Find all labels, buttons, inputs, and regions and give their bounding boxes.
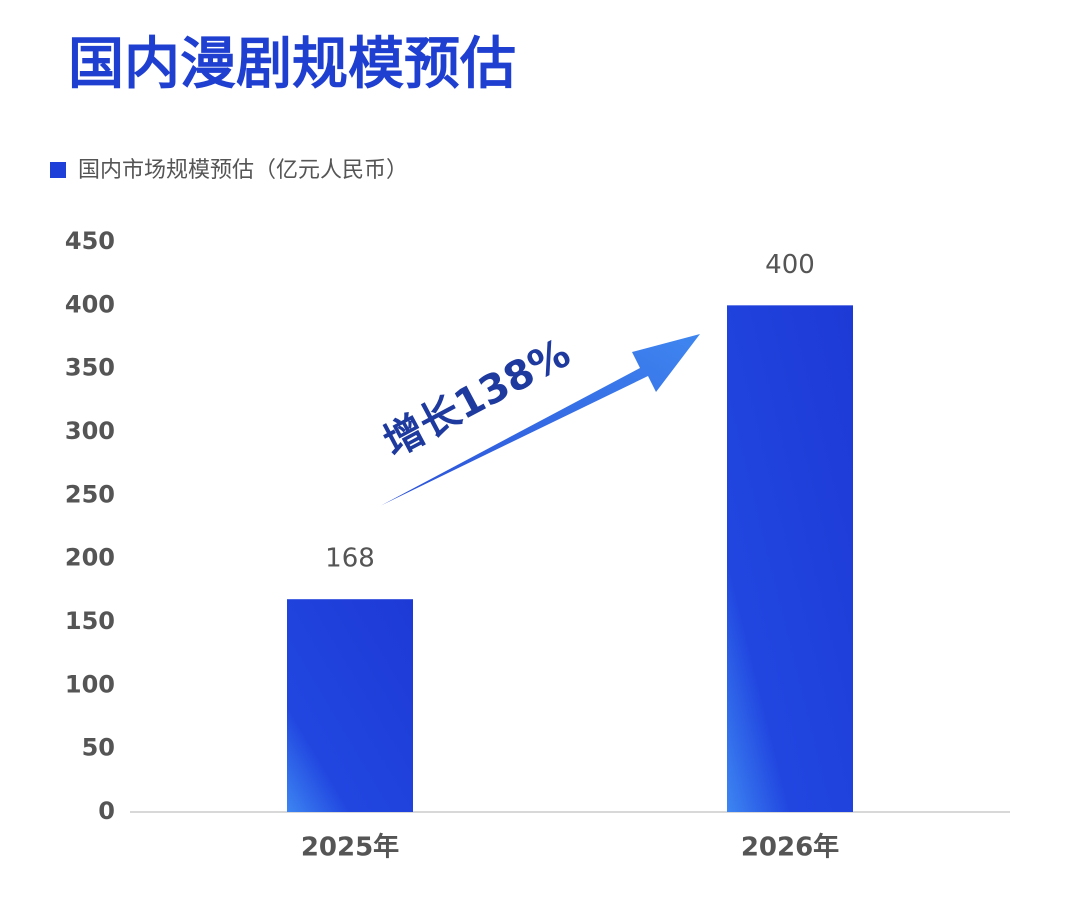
legend-swatch: [50, 162, 66, 178]
chart-title: 国内漫剧规模预估: [68, 32, 516, 97]
y-tick-label: 200: [65, 544, 115, 572]
value-label: 400: [765, 250, 815, 280]
bar: [287, 599, 413, 812]
legend-label: 国内市场规模预估（亿元人民币）: [78, 158, 408, 183]
growth-arrow: [380, 334, 700, 506]
y-tick-label: 0: [98, 797, 115, 825]
y-tick-label: 100: [65, 670, 115, 698]
y-tick-label: 450: [65, 227, 115, 255]
x-tick-label: 2025年: [301, 832, 399, 863]
y-tick-label: 400: [65, 290, 115, 318]
value-label: 168: [325, 544, 375, 574]
y-tick-label: 350: [65, 354, 115, 382]
y-tick-label: 250: [65, 480, 115, 508]
y-tick-label: 150: [65, 607, 115, 635]
bar: [727, 305, 853, 812]
x-tick-label: 2026年: [741, 832, 839, 863]
y-tick-label: 300: [65, 417, 115, 445]
y-tick-label: 50: [82, 734, 115, 762]
